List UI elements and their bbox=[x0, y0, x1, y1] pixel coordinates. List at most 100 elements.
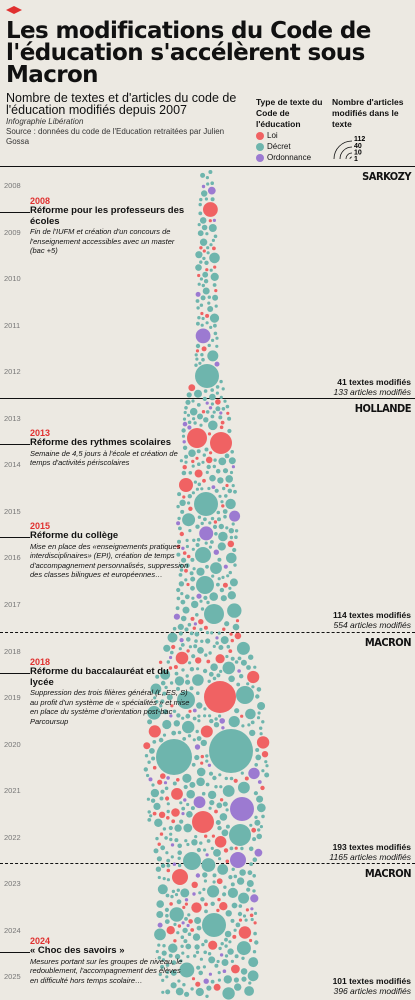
text-bubble bbox=[217, 978, 221, 982]
text-bubble bbox=[197, 647, 204, 654]
page-title: Les modifications du Code de l'éducation… bbox=[6, 18, 371, 88]
text-bubble bbox=[252, 950, 257, 954]
text-bubble bbox=[196, 403, 201, 407]
text-bubble bbox=[227, 540, 235, 548]
year-label: 2014 bbox=[4, 460, 21, 469]
text-bubble bbox=[200, 754, 204, 759]
text-bubble bbox=[177, 539, 181, 544]
text-bubble bbox=[216, 802, 223, 809]
text-bubble bbox=[193, 421, 197, 425]
text-bubble bbox=[189, 667, 195, 672]
text-bubble bbox=[202, 872, 208, 878]
text-bubble bbox=[214, 304, 218, 308]
text-bubble bbox=[203, 714, 207, 718]
text-bubble bbox=[216, 908, 220, 913]
text-bubble bbox=[182, 551, 187, 555]
text-bubble bbox=[196, 925, 202, 931]
text-bubble bbox=[250, 894, 259, 903]
text-bubble bbox=[231, 867, 235, 871]
text-bubble bbox=[207, 885, 220, 898]
text-bubble bbox=[204, 902, 208, 907]
text-bubble bbox=[250, 720, 255, 725]
text-bubble bbox=[152, 765, 157, 770]
text-bubble bbox=[176, 888, 180, 892]
text-bubble bbox=[209, 268, 213, 272]
text-bubble bbox=[198, 619, 204, 625]
text-bubble bbox=[177, 516, 181, 521]
text-bubble bbox=[182, 445, 188, 450]
text-bubble bbox=[195, 456, 199, 460]
text-bubble bbox=[221, 387, 225, 391]
text-bubble bbox=[155, 674, 160, 679]
text-bubble bbox=[203, 389, 208, 393]
text-bubble bbox=[184, 839, 188, 843]
text-bubble bbox=[208, 714, 212, 718]
legend-item-decret: Décret bbox=[256, 141, 331, 152]
text-bubble bbox=[197, 462, 201, 467]
text-bubble bbox=[246, 682, 250, 686]
text-bubble bbox=[194, 744, 201, 750]
text-bubble bbox=[205, 782, 210, 787]
text-bubble bbox=[232, 623, 240, 631]
text-bubble bbox=[192, 626, 196, 630]
text-bubble bbox=[184, 568, 188, 573]
text-bubble bbox=[149, 814, 153, 818]
text-bubble bbox=[197, 273, 201, 278]
text-bubble bbox=[169, 681, 174, 685]
text-bubble bbox=[239, 869, 246, 876]
text-bubble bbox=[176, 504, 180, 509]
year-label: 2025 bbox=[4, 972, 21, 981]
text-bubble bbox=[189, 407, 198, 416]
text-bubble bbox=[172, 781, 177, 786]
year-label: 2016 bbox=[4, 553, 21, 562]
text-bubble bbox=[162, 827, 167, 831]
text-bubble bbox=[182, 927, 188, 934]
text-bubble bbox=[179, 568, 184, 572]
text-bubble bbox=[215, 820, 221, 825]
text-bubble bbox=[165, 975, 169, 979]
text-bubble bbox=[191, 547, 195, 551]
text-bubble bbox=[182, 440, 186, 444]
text-bubble bbox=[157, 842, 161, 846]
text-bubble bbox=[191, 596, 195, 600]
text-bubble bbox=[205, 410, 210, 414]
text-bubble bbox=[159, 796, 164, 801]
annotation-text: Fin de l'IUFM et création d'un concours … bbox=[30, 227, 175, 255]
text-bubble bbox=[225, 404, 230, 409]
text-bubble bbox=[253, 791, 258, 796]
text-bubble bbox=[179, 819, 184, 824]
text-bubble bbox=[208, 806, 212, 810]
text-bubble bbox=[181, 668, 185, 672]
text-bubble bbox=[199, 423, 203, 427]
text-bubble bbox=[197, 719, 201, 723]
text-bubble bbox=[215, 636, 219, 640]
text-bubble bbox=[194, 492, 218, 516]
text-bubble bbox=[199, 303, 204, 307]
text-bubble bbox=[194, 389, 202, 398]
text-bubble bbox=[212, 880, 216, 884]
text-bubble bbox=[214, 532, 218, 536]
text-bubble bbox=[174, 953, 181, 960]
text-bubble bbox=[229, 470, 234, 475]
text-bubble bbox=[185, 943, 192, 950]
text-bubble bbox=[162, 691, 167, 696]
text-bubble bbox=[252, 837, 257, 842]
text-bubble bbox=[207, 295, 211, 299]
text-bubble bbox=[238, 892, 250, 904]
text-bubble bbox=[158, 972, 162, 977]
text-bubble bbox=[188, 506, 193, 511]
text-bubble bbox=[205, 232, 209, 236]
text-bubble bbox=[211, 834, 215, 838]
text-bubble bbox=[177, 924, 182, 928]
text-bubble bbox=[200, 323, 204, 327]
text-bubble bbox=[200, 725, 213, 738]
text-bubble bbox=[203, 707, 207, 711]
text-bubble bbox=[222, 486, 226, 491]
text-bubble bbox=[176, 544, 181, 549]
text-bubble bbox=[201, 190, 208, 197]
text-bubble bbox=[202, 249, 206, 253]
text-bubble bbox=[210, 181, 214, 185]
text-bubble bbox=[188, 645, 192, 649]
text-bubble bbox=[180, 509, 185, 514]
text-bubble bbox=[218, 523, 224, 530]
